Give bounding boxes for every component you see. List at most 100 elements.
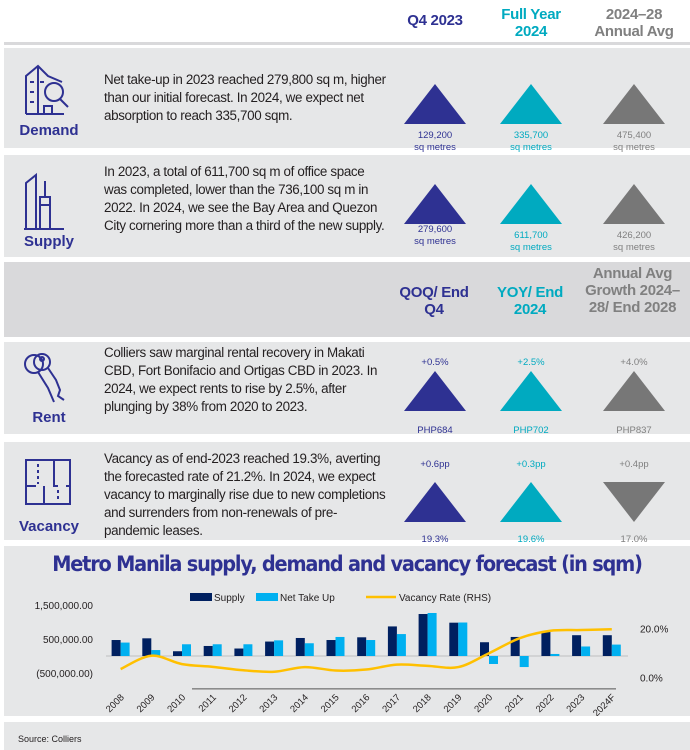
rent-qoq-cell: +0.5% PHP684: [390, 357, 480, 437]
up-triangle-icon: [404, 482, 466, 522]
up-triangle-icon: [500, 482, 562, 522]
value: 475,400: [616, 130, 652, 141]
x-tick-label: 2017: [380, 692, 403, 715]
value: 335,700: [513, 130, 549, 141]
rent-yoy-cell: +2.5% PHP702: [486, 357, 576, 437]
x-tick-label: 2013: [257, 692, 280, 715]
supply-description: In 2023, a total of 611,700 sq m of offi…: [104, 164, 385, 233]
supply-avg-cell: 426,200 sq metres: [589, 184, 679, 254]
demand-description: Net take-up in 2023 reached 279,800 sq m…: [104, 72, 386, 123]
header-annual-avg-growth: Annual Avg Growth 2024–28/ End 2028: [585, 265, 680, 316]
up-triangle-icon: [404, 184, 466, 224]
x-tick-label: 2012: [227, 692, 250, 715]
up-triangle-icon: [500, 84, 562, 124]
right-tick-label: 20.0%: [640, 624, 668, 635]
bar-net-take-up: [550, 653, 560, 656]
value: PHP684: [417, 425, 453, 436]
bar-supply: [203, 645, 213, 656]
chart-title: Metro Manila supply, demand and vacancy …: [52, 552, 643, 576]
vacancy-rate-line: [120, 628, 612, 674]
right-tick-label: 0.0%: [640, 674, 663, 685]
bar-net-take-up: [335, 636, 345, 656]
x-tick-label: 2008: [104, 692, 127, 715]
row-label-vacancy: Vacancy: [18, 518, 80, 535]
bar-supply: [510, 636, 520, 656]
bar-supply: [480, 642, 489, 656]
bar-supply: [357, 637, 367, 656]
legend-label: Vacancy Rate (RHS): [399, 593, 491, 604]
up-triangle-icon: [500, 371, 562, 411]
legend-swatch: [190, 593, 212, 601]
left-tick-label: 1,500,000.00: [35, 601, 94, 612]
up-triangle-icon: [603, 371, 665, 411]
bar-supply: [541, 630, 551, 656]
header-annual-avg: 2024–28 Annual Avg: [594, 6, 674, 40]
floorplan-icon: [25, 459, 71, 505]
bar-net-take-up: [396, 634, 406, 656]
x-tick-label: 2010: [165, 692, 188, 715]
value: PHP837: [616, 425, 652, 436]
value: 19.6%: [517, 534, 545, 545]
up-triangle-icon: [603, 84, 665, 124]
row-label-supply: Supply: [23, 233, 74, 250]
divider: [4, 42, 690, 45]
legend-label: Net Take Up: [280, 593, 335, 604]
up-triangle-icon: [603, 184, 665, 224]
x-tick-label: 2021: [503, 692, 526, 715]
rent-vacancy-header: QOQ/ End Q4 YOY/ End 2024 Annual Avg Gro…: [4, 262, 690, 337]
value: 279,600: [417, 224, 453, 235]
bar-net-take-up: [151, 650, 161, 656]
bar-supply: [418, 614, 428, 656]
unit: sq metres: [510, 242, 552, 253]
value: PHP702: [513, 425, 549, 436]
up-triangle-icon: [500, 184, 562, 224]
unit: sq metres: [613, 142, 655, 153]
x-tick-label: 2011: [197, 692, 219, 714]
unit: sq metres: [414, 142, 456, 153]
bar-supply: [387, 626, 397, 656]
value: 129,200: [417, 130, 453, 141]
x-tick-label: 2018: [411, 692, 434, 715]
bar-supply: [111, 640, 121, 656]
header-q4-2023: Q4 2023: [407, 12, 463, 29]
rent-row: Rent Colliers saw marginal rental recove…: [4, 342, 690, 437]
vacancy-avg-cell: +0.4pp 17.0%: [589, 459, 679, 546]
x-tick-label: 2024F: [591, 692, 618, 716]
keys-icon: [24, 353, 65, 403]
x-tick-label: 2014: [288, 692, 311, 715]
up-triangle-icon: [404, 84, 466, 124]
rent-description: Colliers saw marginal rental recovery in…: [104, 345, 378, 414]
unit: sq metres: [414, 236, 456, 247]
supply-q4-cell: 279,600 sq metres: [390, 184, 480, 248]
source-bar: Source: Colliers: [4, 722, 690, 750]
vacancy-row: Vacancy Vacancy as of end-2023 reached 1…: [4, 442, 690, 545]
bar-supply: [265, 641, 275, 656]
value: 426,200: [616, 230, 652, 241]
bar-net-take-up: [489, 656, 498, 664]
rent-avg-cell: +4.0% PHP837: [589, 357, 679, 437]
bar-net-take-up: [274, 640, 284, 656]
demand-q4-cell: 129,200 sq metres: [390, 84, 480, 154]
chart-panel: Metro Manila supply, demand and vacancy …: [4, 546, 690, 716]
bar-net-take-up: [611, 644, 621, 656]
source-note: Source: Colliers: [18, 734, 82, 744]
up-triangle-icon: [404, 371, 466, 411]
change: +0.5%: [421, 357, 449, 368]
towers-icon: [24, 172, 64, 230]
legend-label: Supply: [214, 593, 245, 604]
legend-swatch: [256, 593, 278, 601]
row-label-rent: Rent: [32, 409, 66, 426]
demand-avg-cell: 475,400 sq metres: [589, 84, 679, 154]
bar-supply: [142, 638, 152, 656]
bar-supply: [572, 635, 582, 656]
bar-net-take-up: [519, 656, 529, 668]
bar-supply: [449, 622, 459, 656]
x-tick-label: 2009: [135, 692, 158, 715]
x-tick-label: 2019: [442, 692, 465, 715]
down-triangle-icon: [603, 482, 665, 522]
vacancy-yoy-cell: +0.3pp 19.6%: [486, 459, 576, 546]
value: 19.3%: [421, 534, 449, 545]
bar-net-take-up: [304, 643, 314, 656]
bar-supply: [173, 651, 182, 656]
header-full-year-2024: Full Year 2024: [501, 6, 561, 40]
